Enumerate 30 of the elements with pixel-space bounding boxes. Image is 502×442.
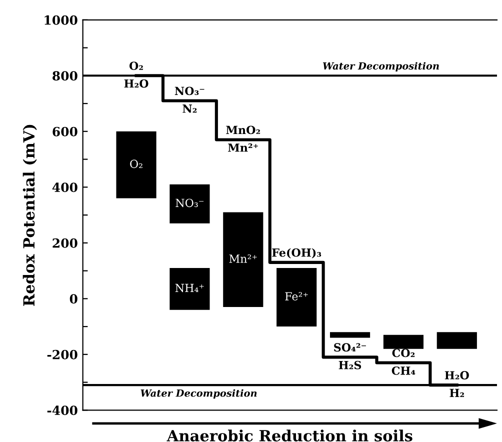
y-tick-label: 200 [52, 238, 78, 248]
y-tick-label: 0 [70, 294, 78, 304]
data-label: Mn²⁺ [229, 254, 257, 263]
annotation: NO₃⁻ [174, 86, 204, 96]
ref-line-label: Water Decomposition [322, 62, 439, 72]
y-tick-label: 400 [52, 182, 78, 192]
annotation: SO₄²⁻ [334, 343, 366, 352]
annotation: H₂O [444, 371, 469, 380]
y-tick-label: 800 [52, 71, 78, 81]
data-label: NH₄⁺ [175, 284, 204, 292]
annotation: H₂ [450, 388, 464, 397]
annotation: O₂ [129, 62, 143, 70]
data-label: Fe²⁺ [285, 292, 308, 300]
annotation: Mn²⁺ [228, 143, 258, 152]
annotation: H₂O [124, 79, 148, 88]
y-tick-label: -400 [47, 406, 78, 416]
y-tick-label: 600 [52, 126, 78, 136]
y-axis-title: Redox Potential (mV) [22, 124, 37, 306]
annotation: H₂S [338, 360, 362, 370]
annotation: CH₄ [392, 366, 416, 375]
y-tick-label: 1000 [44, 15, 78, 25]
data-label: NO₃⁻ [176, 198, 204, 208]
data-label: O₂ [130, 160, 142, 168]
x-axis-title: Anaerobic Reduction in soils [166, 430, 412, 442]
y-tick-label: -200 [47, 350, 78, 360]
annotation: CO₂ [392, 348, 415, 358]
annotation: MnO₂ [226, 126, 260, 134]
annotation: Fe(OH)₃ [272, 248, 322, 258]
ref-line-label: Water Decomposition [140, 389, 257, 399]
annotation: N₂ [182, 104, 197, 113]
